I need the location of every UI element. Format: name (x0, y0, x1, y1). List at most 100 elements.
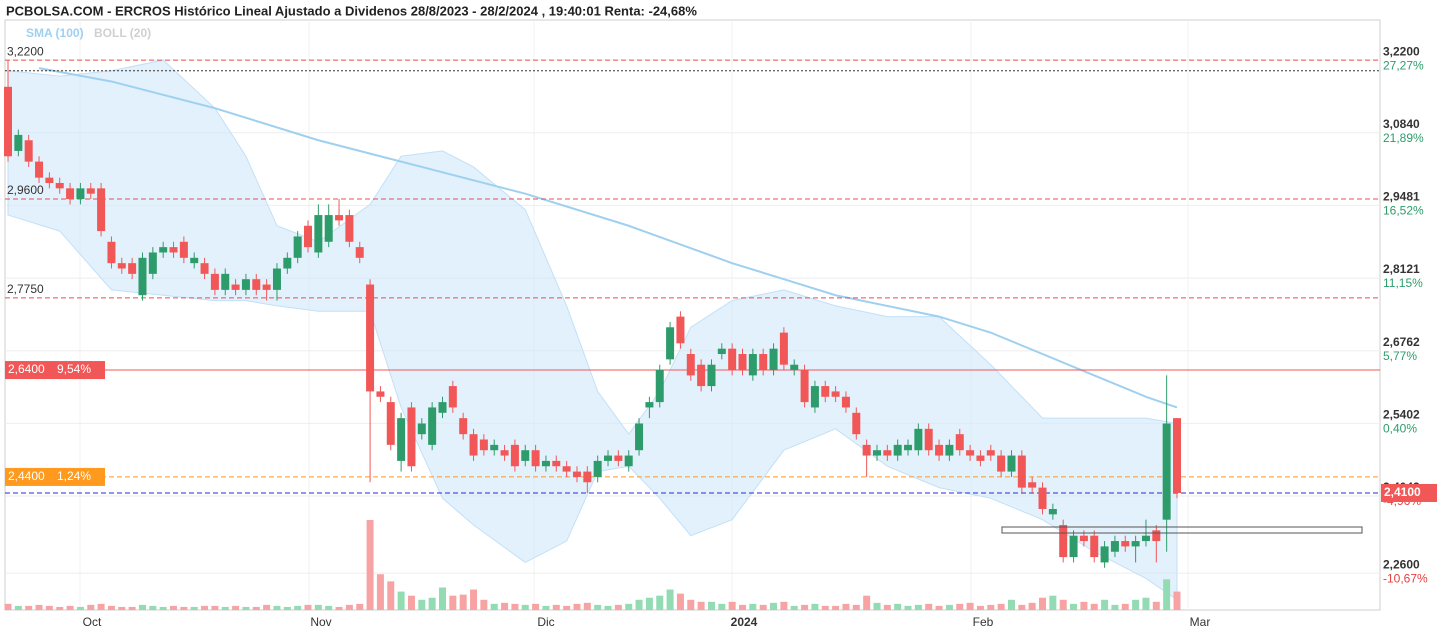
candle-body (200, 263, 209, 274)
y-tick-change: 11,15% (1383, 276, 1423, 290)
candle-body (769, 348, 778, 371)
volume-bar (211, 605, 219, 610)
volume-bar (1101, 599, 1109, 610)
y-tick-change: 27,27% (1383, 58, 1424, 72)
candle-body (862, 444, 871, 456)
volume-bar (252, 606, 260, 610)
candle-body (386, 402, 395, 445)
volume-bar (780, 601, 788, 610)
candle-body (593, 460, 602, 477)
volume-bar (925, 603, 933, 610)
volume-bar (490, 603, 498, 610)
candle-body (614, 455, 623, 461)
volume-bar (1142, 597, 1150, 610)
candle-body (572, 471, 581, 477)
volume-bar (832, 605, 840, 610)
volume-bar (335, 606, 343, 610)
candle-body (272, 268, 281, 290)
volume-bar (842, 603, 850, 610)
level-label: 2,7750 (7, 282, 44, 296)
volume-bar (97, 603, 105, 610)
candle-body (697, 364, 706, 387)
volume-bar (635, 599, 643, 610)
x-tick-label: Oct (83, 615, 102, 629)
candle-body (97, 188, 106, 232)
candle-body (531, 450, 540, 467)
volume-bar (904, 605, 912, 610)
candle-body (997, 455, 1006, 472)
candle-body (1069, 535, 1078, 558)
level-label: 3,2200 (7, 44, 44, 58)
candle-body (883, 450, 892, 456)
candle-body (1131, 541, 1140, 547)
candle-body (821, 386, 830, 397)
volume-bar (1090, 603, 1098, 610)
candle-body (790, 364, 799, 371)
volume-bar (1049, 595, 1057, 610)
candle-body (914, 428, 923, 451)
volume-bar (697, 601, 705, 610)
volume-bar (976, 605, 984, 610)
candle-body (304, 225, 313, 248)
volume-bar (397, 591, 405, 610)
volume-bar (728, 601, 736, 610)
volume-bar (987, 604, 995, 610)
volume-bar (770, 602, 778, 610)
candle-body (707, 364, 716, 387)
candle-body (686, 354, 695, 376)
candle-body (210, 273, 219, 290)
level-box (5, 467, 105, 486)
candle-body (1017, 455, 1026, 488)
candle-body (179, 241, 188, 258)
volume-bar (873, 602, 881, 610)
candle-body (24, 140, 33, 162)
volume-bar (511, 603, 519, 610)
candle-body (4, 86, 12, 157)
volume-bar (759, 604, 767, 610)
candle-body (655, 370, 664, 403)
candle-body (976, 455, 985, 461)
volume-bar (1039, 597, 1047, 610)
candle-body (117, 263, 126, 269)
volume-bar (418, 599, 426, 610)
candle-body (283, 257, 292, 269)
volume-bar (821, 605, 829, 610)
volume-bar (801, 604, 809, 610)
candle-body (376, 391, 385, 397)
candle-body (138, 257, 147, 296)
candle-body (35, 161, 44, 178)
x-tick-label: 2024 (731, 615, 758, 629)
y-tick-label: 2,5402 (1383, 408, 1420, 422)
volume-bar (914, 604, 922, 610)
candle-body (831, 391, 840, 397)
volume-bar (625, 603, 633, 610)
volume-bar (149, 605, 157, 610)
volume-bar (1163, 579, 1171, 610)
candle-body (521, 450, 530, 461)
volume-bar (35, 604, 43, 610)
candle-body (966, 450, 975, 456)
volume-bar (749, 603, 757, 610)
volume-bar (459, 594, 467, 610)
volume-bar (480, 599, 488, 610)
x-tick-label: Dic (537, 615, 554, 629)
volume-bar (87, 604, 95, 610)
volume-bar (14, 605, 22, 610)
candle-body (748, 354, 757, 376)
volume-bar (594, 604, 602, 610)
volume-bar (376, 574, 384, 610)
candle-body (893, 444, 902, 456)
volume-bar (583, 602, 591, 610)
volume-bar (242, 606, 250, 610)
volume-bar (428, 597, 436, 610)
volume-bar (449, 595, 457, 610)
level-label: 2,9600 (7, 183, 44, 197)
y-tick-label: 2,8121 (1383, 262, 1420, 276)
volume-bar (1121, 603, 1129, 610)
volume-bar (366, 520, 374, 610)
volume-bar (283, 606, 291, 610)
candle-body (624, 455, 633, 467)
volume-bar (232, 605, 240, 610)
legend-boll: BOLL (20) (94, 26, 151, 40)
